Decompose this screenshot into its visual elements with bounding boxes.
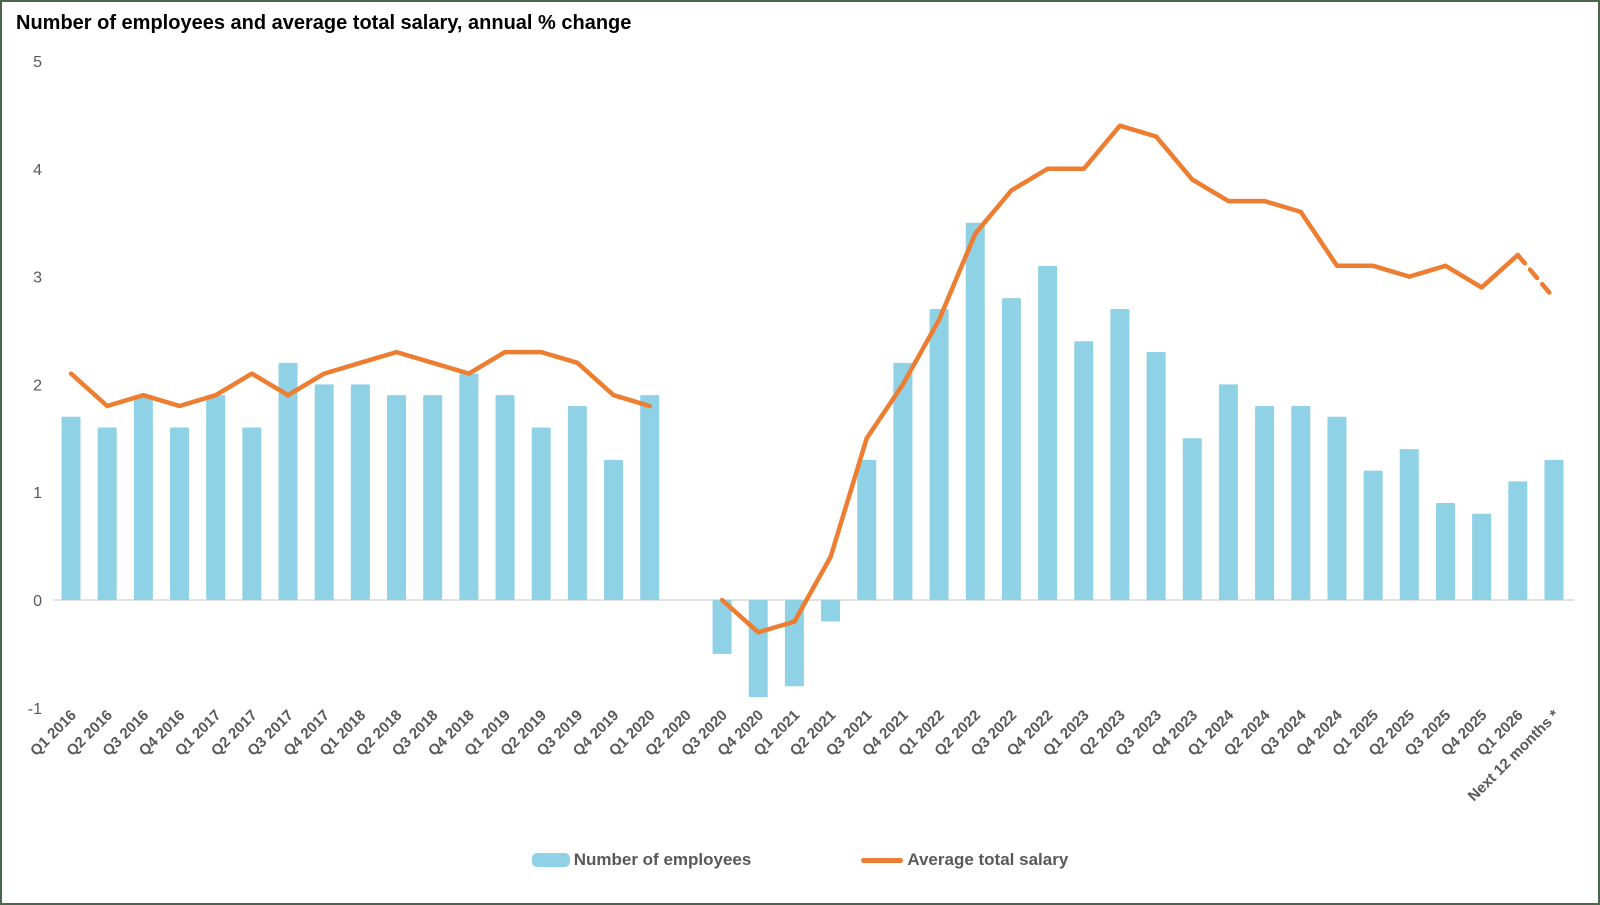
bar xyxy=(1182,438,1202,600)
line-series-swatch xyxy=(861,857,904,863)
bar xyxy=(640,395,660,600)
bar xyxy=(1291,405,1311,600)
bar xyxy=(821,600,841,622)
line-series xyxy=(68,123,1557,635)
bar xyxy=(387,395,407,600)
bar xyxy=(1146,352,1166,600)
chart-title: Number of employees and average total sa… xyxy=(16,12,632,34)
y-tick-label: 2 xyxy=(33,377,42,394)
y-tick-label: 0 xyxy=(33,593,42,610)
bar xyxy=(1218,384,1238,600)
bar xyxy=(459,373,479,600)
bar xyxy=(423,395,443,600)
bar xyxy=(133,395,153,600)
bar xyxy=(1508,481,1528,600)
y-tick-label: 3 xyxy=(33,270,42,287)
legend: Number of employees Average total salary xyxy=(2,850,1598,870)
y-tick-label: -1 xyxy=(28,701,42,718)
bar xyxy=(61,416,81,600)
bar-series xyxy=(61,222,1564,698)
bar xyxy=(350,384,370,600)
bar xyxy=(278,362,298,600)
bar xyxy=(1327,416,1347,600)
y-tick-label: 4 xyxy=(33,162,42,179)
line-segment xyxy=(719,123,1521,635)
legend-item-salary: Average total salary xyxy=(861,850,1068,870)
bar xyxy=(1472,513,1492,600)
bar xyxy=(1255,405,1275,600)
bar xyxy=(567,405,587,600)
bar-series-swatch xyxy=(531,853,570,867)
legend-item-employees: Number of employees xyxy=(531,850,752,870)
bar xyxy=(893,362,913,600)
bar xyxy=(1074,341,1094,600)
line-segment xyxy=(68,349,652,409)
bar xyxy=(1435,502,1455,600)
legend-label-employees: Number of employees xyxy=(573,850,752,869)
bar xyxy=(857,459,877,600)
bar xyxy=(712,600,732,654)
y-axis: 5 4 3 2 1 0 -1 xyxy=(28,54,42,718)
bar xyxy=(97,427,117,600)
bar xyxy=(314,384,334,600)
bar xyxy=(1110,308,1130,600)
legend-label-salary: Average total salary xyxy=(907,850,1069,869)
bar xyxy=(965,222,985,600)
bar xyxy=(206,395,226,600)
bar xyxy=(531,427,551,600)
bar xyxy=(242,427,262,600)
bar xyxy=(495,395,515,600)
bar xyxy=(1038,265,1058,600)
bar xyxy=(170,427,190,600)
bar xyxy=(748,600,768,698)
bar xyxy=(1544,459,1564,600)
bar xyxy=(1399,449,1419,600)
bar xyxy=(1363,470,1383,600)
bar xyxy=(1001,298,1021,600)
line-segment-forecast xyxy=(1515,252,1557,301)
bar xyxy=(929,308,949,600)
bar xyxy=(604,459,624,600)
y-tick-label: 1 xyxy=(33,485,42,502)
y-tick-label: 5 xyxy=(33,54,42,71)
